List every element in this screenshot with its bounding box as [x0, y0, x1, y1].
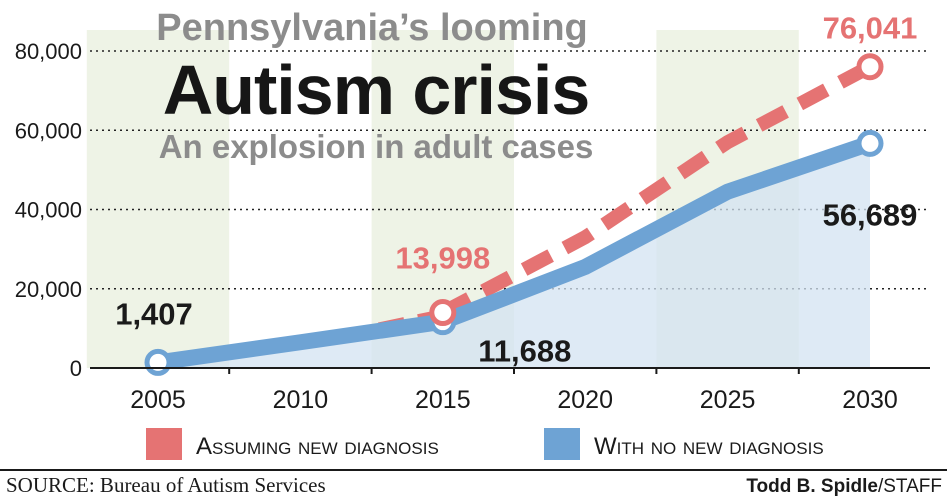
data-label: 11,688 — [478, 334, 571, 369]
credit-suffix: /STAFF — [878, 476, 942, 497]
credit: Todd B. Spidle/STAFF — [746, 476, 942, 497]
marker-no-new-diagnosis — [856, 129, 884, 157]
y-tick-label: 80,000 — [15, 39, 82, 64]
x-tick-label: 2010 — [273, 386, 329, 414]
marker-assuming-new-diagnosis — [856, 53, 884, 81]
data-labels-layer: 1,407 13,998 11,688 76,041 56,689 — [115, 11, 917, 369]
markers-layer — [144, 53, 884, 376]
background-band — [86, 30, 230, 368]
series-assuming-new-diagnosis — [439, 60, 874, 319]
x-axis-labels: 2005 2010 2015 2020 2025 2030 — [130, 386, 898, 414]
area-layer — [158, 143, 870, 368]
data-label: 76,041 — [823, 11, 918, 46]
series-no-new-diagnosis — [150, 135, 878, 371]
y-tick-label: 20,000 — [15, 277, 82, 302]
chart-title: Autism crisis — [163, 51, 590, 129]
legend-label-no-new: With no new diagnosis — [594, 433, 824, 460]
x-tick-label: 2020 — [557, 386, 613, 414]
x-tick-label: 2005 — [130, 386, 186, 414]
data-label: 1,407 — [115, 296, 193, 331]
legend-swatch-no-new — [544, 428, 580, 460]
y-tick-label: 40,000 — [15, 198, 82, 223]
y-axis-labels: 0 20,000 40,000 60,000 80,000 — [15, 39, 82, 381]
x-tick-label: 2015 — [415, 386, 471, 414]
source-note: SOURCE: Bureau of Autism Services — [6, 473, 326, 497]
x-axis — [90, 367, 930, 374]
series-layer — [150, 60, 878, 371]
legend-label-assuming: Assuming new diagnosis — [196, 433, 439, 460]
area-no-new-diagnosis — [158, 143, 870, 368]
x-tick-label: 2030 — [842, 386, 898, 414]
data-label: 13,998 — [395, 241, 490, 276]
chart-subtitle: An explosion in adult cases — [159, 128, 594, 165]
y-tick-label: 60,000 — [15, 118, 82, 143]
data-label: 56,689 — [823, 197, 918, 232]
legend-swatch-assuming — [146, 428, 182, 460]
chart-title-line1: Pennsylvania’s looming — [156, 7, 588, 49]
marker-assuming-new-diagnosis — [429, 299, 457, 327]
credit-name: Todd B. Spidle — [746, 476, 878, 497]
y-tick-label: 0 — [70, 356, 82, 381]
marker-no-new-diagnosis — [144, 348, 172, 376]
x-tick-label: 2025 — [700, 386, 756, 414]
